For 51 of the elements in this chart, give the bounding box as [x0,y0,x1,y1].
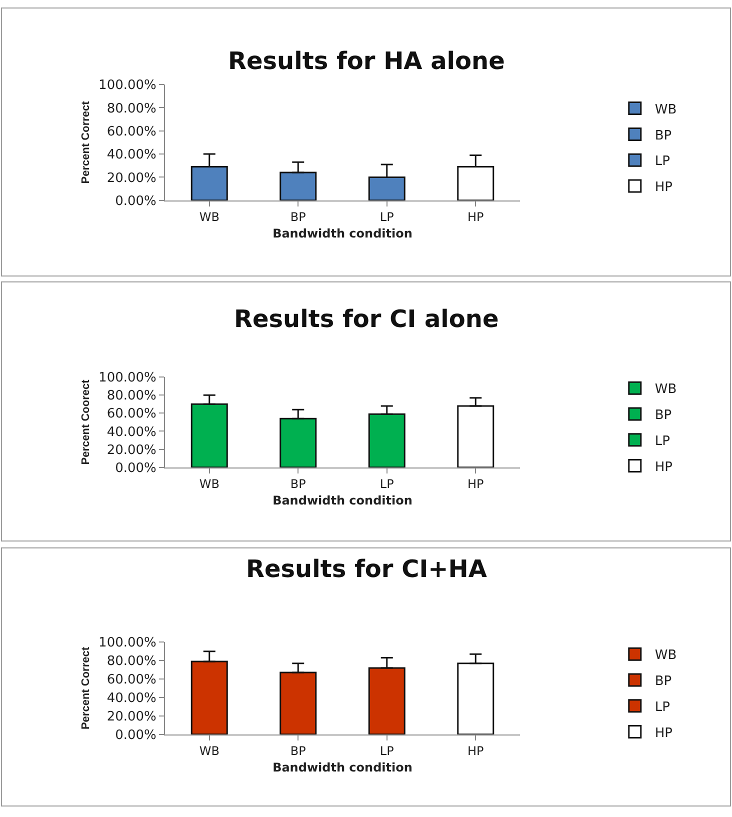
x-tick-label: LP [380,744,394,758]
x-axis-title: Bandwidth condition [272,226,412,241]
x-tick-label: BP [290,210,306,224]
legend-label: LP [654,434,670,449]
x-tick-label: HP [467,210,484,224]
y-tick-label: 20.00% [106,709,156,724]
x-tick-label: WB [199,744,220,758]
y-tick-label: 100.00% [98,636,156,651]
y-tick-label: 20.00% [106,170,156,186]
legend-label: LP [654,700,670,715]
y-tick-label: 0.00% [115,194,156,209]
y-tick-label: 100.00% [98,78,156,94]
y-tick-label: 40.00% [106,424,156,440]
chart-title: Results for HA alone [228,47,505,75]
chart-title: Results for CI+HA [246,555,488,583]
x-tick-label: HP [467,744,484,758]
legend-label: HP [654,460,673,475]
y-tick-label: 0.00% [115,460,156,476]
y-tick-label: 60.00% [106,406,156,422]
x-tick-label: WB [199,210,220,224]
y-tick-label: 80.00% [106,388,156,404]
x-axis-title: Bandwidth condition [272,760,412,775]
legend-label: WB [654,102,677,118]
y-axis-title: Percent Correct [80,100,92,184]
legend-label: WB [654,648,677,664]
legend-label: HP [654,180,673,196]
legend-label: LP [654,154,670,170]
y-axis-title: Percent Coorect [80,379,92,465]
y-tick-label: 100.00% [98,370,156,386]
y-tick-label: 80.00% [106,654,156,670]
y-tick-label: 60.00% [106,124,156,140]
x-tick-label: WB [199,476,220,491]
y-tick-label: 40.00% [106,691,156,706]
y-axis-title: Percent Correct [80,646,92,730]
chart-title: Results for CI alone [234,305,499,333]
x-axis-title: Bandwidth condition [272,494,412,508]
legend-label: BP [654,408,672,424]
y-tick-label: 80.00% [106,101,156,116]
legend-label: WB [654,382,677,398]
x-tick-label: BP [290,476,306,491]
y-tick-label: 60.00% [106,672,156,688]
x-tick-label: LP [380,476,394,491]
x-tick-label: BP [290,744,306,758]
x-tick-label: LP [380,210,394,224]
x-tick-label: HP [467,476,484,491]
legend-label: BP [654,674,672,690]
legend-label: BP [654,128,672,144]
y-tick-label: 40.00% [106,148,156,163]
y-tick-label: 20.00% [106,442,156,458]
y-tick-label: 0.00% [115,728,156,743]
legend-label: HP [654,726,673,741]
